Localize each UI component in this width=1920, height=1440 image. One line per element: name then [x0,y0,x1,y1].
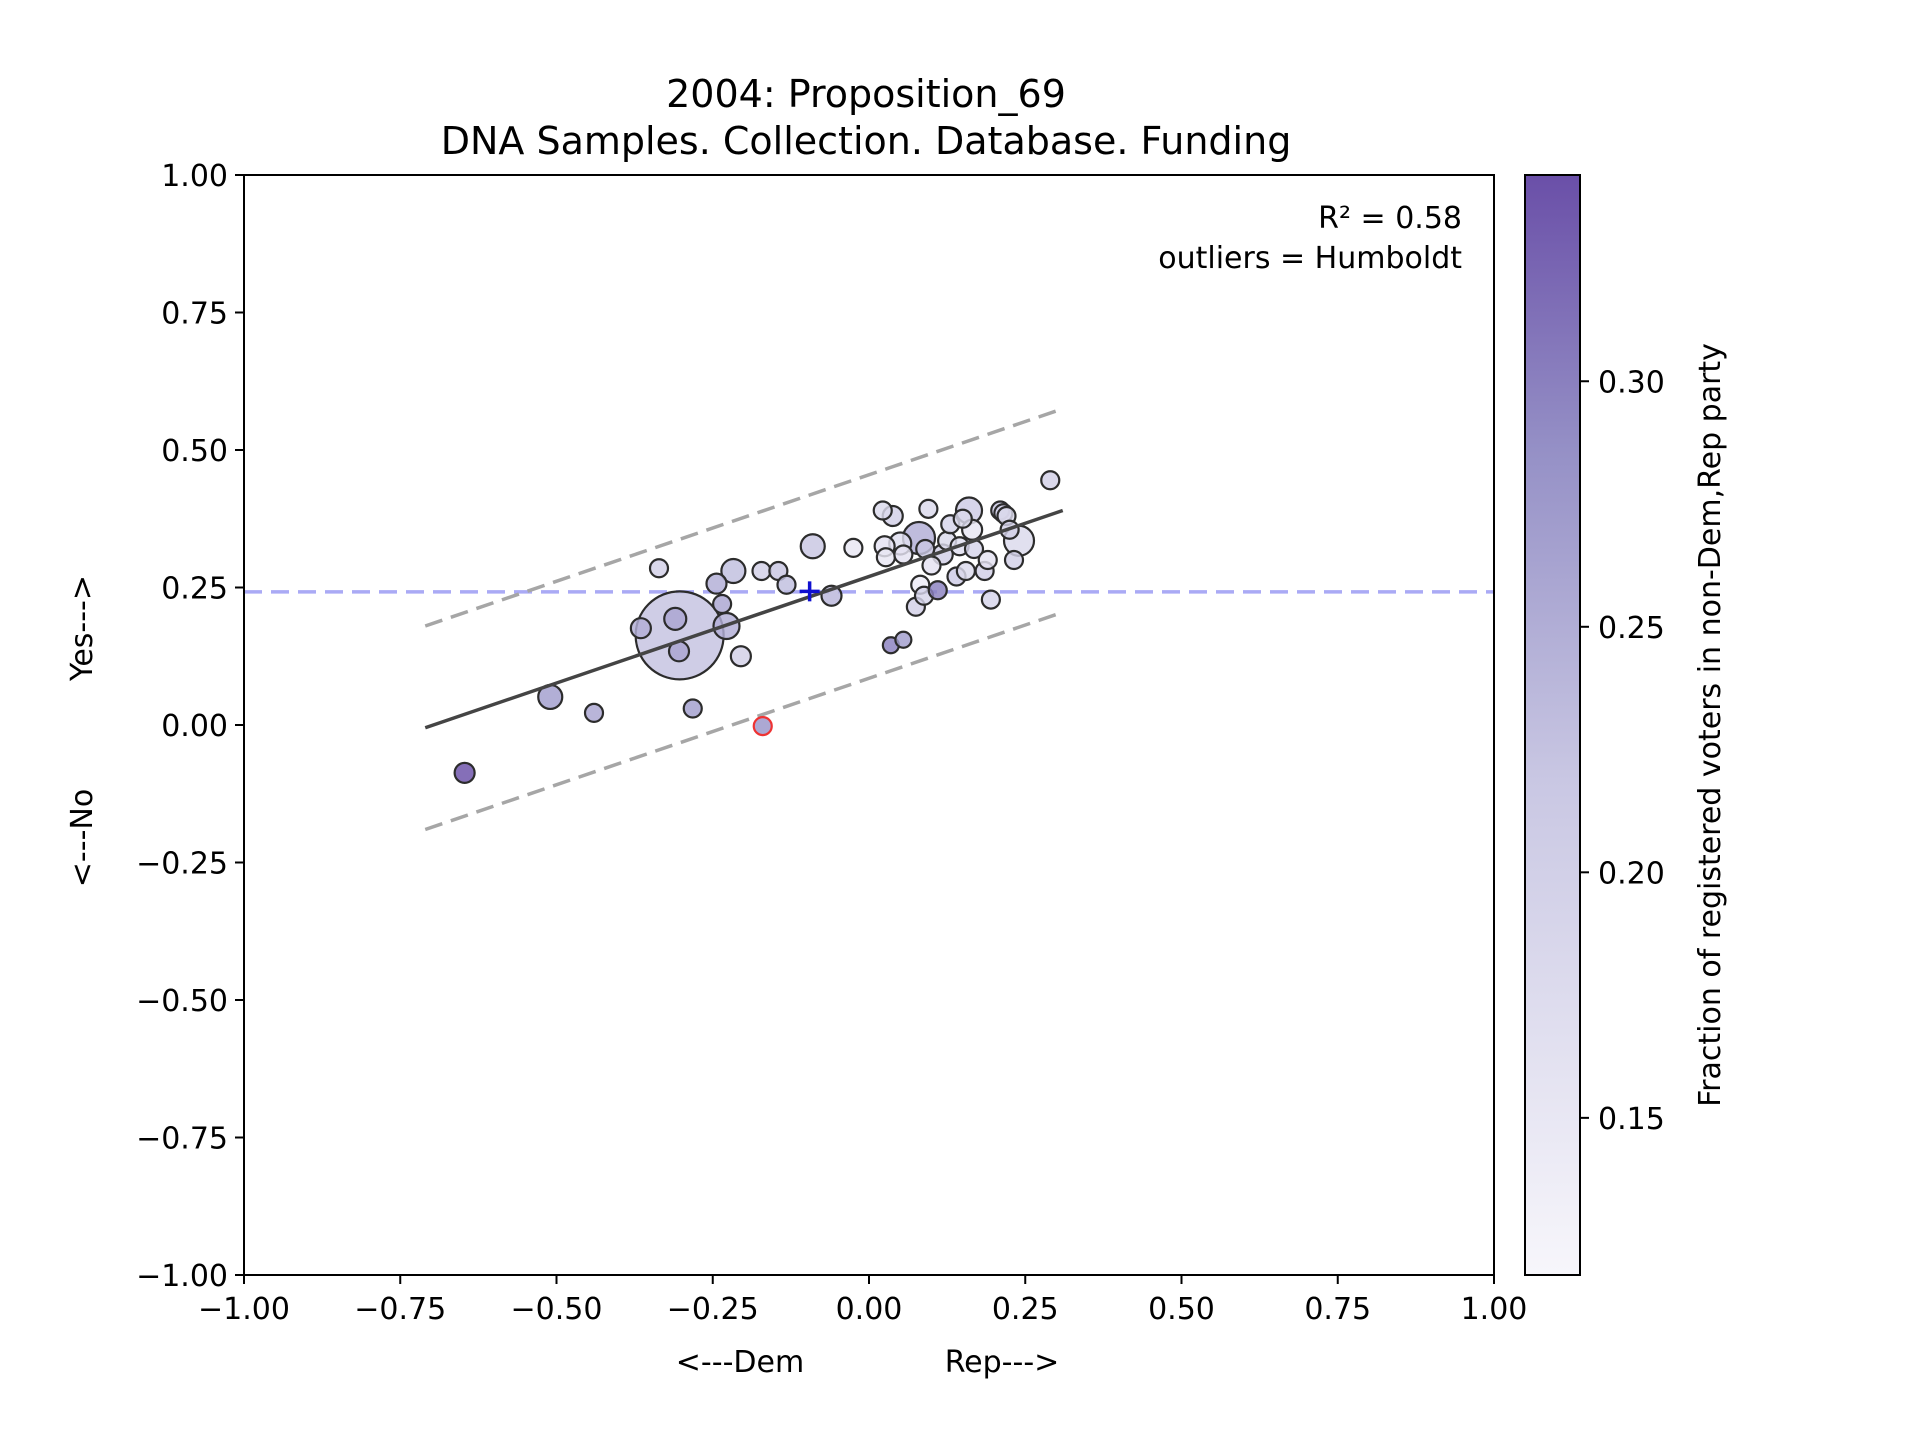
data-point [980,589,1001,610]
r-squared-annotation: R² = 0.58 [1318,201,1462,236]
data-point [720,557,747,585]
x-tick-label: −0.25 [667,1292,759,1327]
data-point [583,702,605,724]
outlier-point [752,715,773,737]
y-axis: −1.00 −0.75 −0.50 −0.25 0.00 0.25 0.50 0.75 1.00 [136,159,244,1294]
data-point [1040,470,1061,491]
y-tick-label: −0.25 [136,847,228,882]
y-axis-label-no: <---No [65,789,100,887]
data-point [751,560,772,582]
x-axis: −1.00 −0.75 −0.50 −0.25 0.00 0.25 0.50 0.75 1.00 [198,1275,1527,1327]
colorbar-label: Fraction of registered voters in non-Dem… [1693,343,1728,1107]
data-point [663,606,688,631]
data-point [682,698,703,719]
data-point [893,544,914,565]
colorbar-gradient [1524,174,1581,1276]
data-point [875,547,896,568]
regression-line [424,508,1064,730]
data-point [648,558,670,579]
colorbar: 0.15 0.20 0.25 0.30 Fraction of registered … [1524,174,1728,1276]
x-axis-label-rep: Rep---> [945,1345,1060,1380]
colorbar-tick-label: 0.30 [1598,365,1665,400]
y-tick-label: 0.00 [161,709,228,744]
data-point [952,508,973,529]
data-point [955,560,976,582]
data-point [843,537,864,559]
y-tick-label: −1.00 [136,1259,228,1294]
x-tick-label: 0.75 [1304,1292,1371,1327]
y-tick-label: 0.25 [161,572,228,607]
chart-subtitle: DNA Samples. Collection. Database. Fundi… [441,119,1292,163]
data-point [799,533,826,560]
colorbar-tick-label: 0.15 [1598,1102,1665,1137]
data-point [1003,549,1025,571]
data-point [927,580,948,601]
y-tick-label: 0.75 [161,297,228,332]
y-tick-label: 1.00 [161,159,228,194]
outliers-annotation: outliers = Humboldt [1158,241,1462,276]
plot-area [244,407,1494,832]
data-point [894,630,913,649]
colorbar-tick-label: 0.25 [1598,611,1665,646]
y-tick-label: −0.75 [136,1122,228,1157]
data-point [918,498,939,519]
colorbar-tick-label: 0.20 [1598,856,1665,891]
chart-title: 2004: Proposition_69 [666,72,1066,116]
data-point [629,617,652,640]
upper-band-line [424,407,1064,628]
y-tick-label: −0.50 [136,984,228,1019]
x-tick-label: 0.25 [992,1292,1059,1327]
x-tick-label: 1.00 [1461,1292,1528,1327]
data-point [977,549,998,571]
x-tick-label: −1.00 [198,1292,290,1327]
x-tick-label: −0.50 [511,1292,603,1327]
data-point [776,574,797,595]
colorbar-ticks: 0.15 0.20 0.25 0.30 [1580,365,1665,1137]
data-point [712,593,733,615]
x-tick-label: 0.00 [836,1292,903,1327]
data-point [872,500,893,521]
y-axis-label-yes: Yes---> [65,575,100,682]
data-point [729,645,752,668]
data-point [705,572,728,595]
x-tick-label: −0.75 [354,1292,446,1327]
x-tick-label: 0.50 [1148,1292,1215,1327]
lower-band-line [424,610,1064,832]
data-point [453,761,476,784]
x-axis-label-dem: <---Dem [676,1345,804,1380]
y-tick-label: 0.50 [161,434,228,469]
